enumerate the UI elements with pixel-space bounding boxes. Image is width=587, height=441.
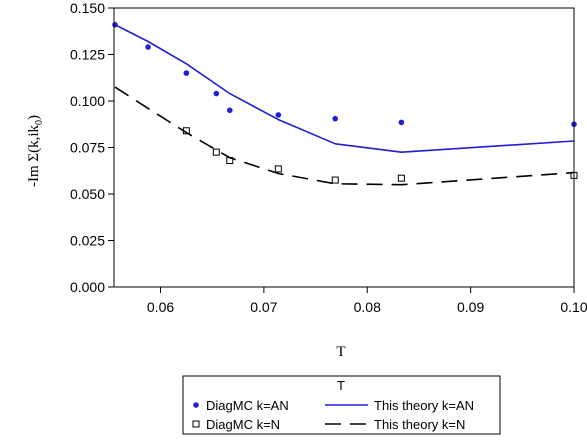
data-point-diagmc-k-an (183, 70, 190, 76)
x-tick-label: 0.07 (250, 299, 277, 315)
data-point-diagmc-k-n (212, 148, 220, 156)
y-tick-label: 0.150 (70, 0, 105, 16)
legend-label-theory-n: This theory k=N (374, 417, 465, 432)
x-tick-label: 0.09 (457, 299, 484, 315)
data-point-diagmc-k-n (274, 165, 282, 173)
x-tick-label: 0.10 (560, 299, 587, 315)
y-tick-label: 0.125 (70, 47, 105, 63)
series-line-this-theory-k-n (114, 86, 575, 186)
legend-marker-diagmc-an (193, 402, 199, 408)
y-tick-label: 0.050 (70, 186, 105, 202)
data-point-diagmc-k-an (213, 90, 220, 97)
y-tick-label: 0.025 (70, 233, 105, 249)
legend-title: T (337, 378, 345, 393)
y-axis-title-close: ) (26, 115, 42, 120)
legend-label-theory-an: This theory k=AN (374, 398, 474, 413)
data-point-diagmc-k-an (332, 115, 339, 122)
plot-area (112, 21, 578, 186)
y-axis-title-subscript: 0 (34, 120, 45, 125)
data-point-diagmc-k-an (226, 107, 233, 114)
x-axis-title: T (336, 344, 345, 360)
series-line-this-theory-k-an (114, 23, 575, 153)
legend-label-diagmc-n: DiagMC k=N (206, 417, 280, 432)
axes: 0.000 0.025 0.050 0.075 0.100 0.125 0.150 0.06 0… (70, 0, 587, 315)
y-tick-label: 0.000 (70, 279, 105, 295)
x-tick-label: 0.06 (147, 299, 174, 315)
y-tick-label: 0.075 (70, 140, 105, 156)
x-tick-label: 0.08 (354, 299, 381, 315)
data-point-diagmc-k-an (398, 119, 405, 126)
data-point-diagmc-k-n (397, 174, 405, 182)
data-point-diagmc-k-an (275, 112, 282, 118)
plot-frame (113, 7, 575, 288)
legend-marker-diagmc-n (192, 420, 200, 428)
y-tick-label: 0.100 (70, 93, 105, 109)
y-axis-title: -Im Σ(k,ik0) (26, 115, 45, 187)
data-point-diagmc-k-n (331, 176, 339, 184)
legend-label-diagmc-an: DiagMC k=AN (206, 398, 289, 413)
legend: T DiagMC k=AN This theory k=AN DiagMC k=… (182, 375, 501, 435)
data-point-diagmc-k-an (145, 44, 151, 50)
